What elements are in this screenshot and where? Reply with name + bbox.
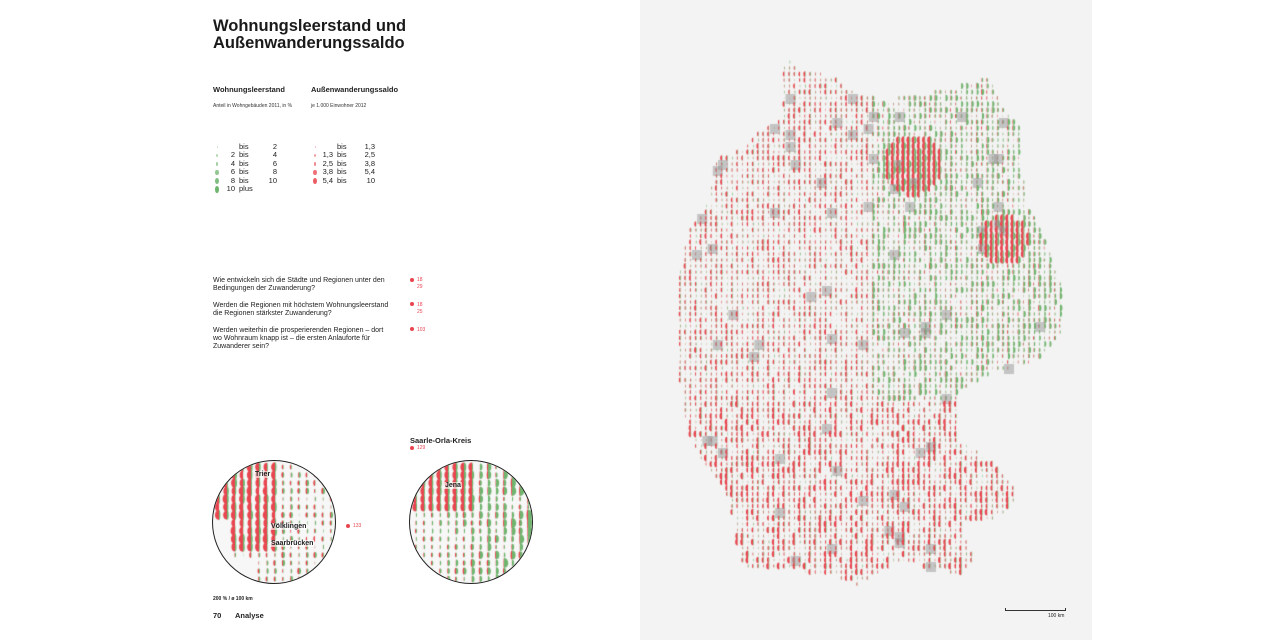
legend-from: 1,3 xyxy=(322,150,333,160)
legend-from: 5,4 xyxy=(322,175,333,185)
legend-marker-icon xyxy=(311,146,319,148)
legend-subtitle: je 1.000 Einwohner 2012 xyxy=(311,103,367,109)
legend-to: 5,4 xyxy=(364,167,375,177)
legend-row: bis 1,3 xyxy=(311,142,398,151)
legend-from: 10 xyxy=(226,183,235,193)
legend-sep: bis xyxy=(337,142,347,151)
legend-marker-icon xyxy=(311,169,319,175)
legend-row: 2,5 bis 3,8 xyxy=(311,158,398,168)
inset-dot-map xyxy=(213,461,335,583)
city-label: Saarbrücken xyxy=(270,540,315,547)
page-title: Wohnungsleerstand und Außenwanderungssal… xyxy=(213,17,407,52)
legend-sep: bis xyxy=(239,167,249,177)
question-text: Wie entwickeln sich die Städte und Regio… xyxy=(213,277,385,293)
scale-bar xyxy=(1005,608,1066,611)
legend-row: 8 bis 10 xyxy=(213,175,292,185)
legend-to: 10 xyxy=(366,175,375,185)
legend-to: 6 xyxy=(272,158,277,168)
legend-marker-icon xyxy=(213,177,221,184)
question-refs: 18 29 xyxy=(410,277,423,294)
legend-to: 2,5 xyxy=(364,150,375,160)
legend-sep: bis xyxy=(337,150,347,160)
legend-from: 8 xyxy=(230,175,235,185)
page-number: 70 xyxy=(213,611,222,620)
inset-jena: Jena xyxy=(409,460,533,584)
legend-heading: Außenwanderungssaldo xyxy=(311,85,399,94)
legend-to: 3,8 xyxy=(364,158,375,168)
inset-saarland: Trier Völklingen Saarbrücken xyxy=(212,460,336,584)
legend-marker-icon xyxy=(213,162,221,166)
legend-from: 3,8 xyxy=(322,167,333,177)
legend-row: 5,4 bis 10 xyxy=(311,175,398,185)
legend-from: 4 xyxy=(230,158,235,168)
section-name: Analyse xyxy=(235,611,264,620)
legend-to: 10 xyxy=(268,175,277,185)
question-refs: 103 xyxy=(410,327,425,352)
question-text: Werden weiterhin die prosperierenden Reg… xyxy=(213,326,384,351)
legend-row: bis 2 xyxy=(213,142,292,151)
inset-ref: 129 xyxy=(410,445,425,452)
legend-sep: plus xyxy=(239,183,253,193)
legend-from: 2,5 xyxy=(322,158,333,168)
inset-dot-map xyxy=(410,461,532,583)
question-item: Wie entwickeln sich die Städte und Regio… xyxy=(213,277,425,294)
question-refs: 18 25 xyxy=(410,302,423,319)
legend-heading: Wohnungsleerstand xyxy=(213,85,285,94)
inset-ref: 133 xyxy=(346,523,361,530)
legend-to: 4 xyxy=(272,150,277,160)
legend-sep: bis xyxy=(239,175,249,185)
legend-to: 2 xyxy=(272,142,277,151)
legend-marker-icon xyxy=(213,154,221,157)
legend-row: 4 bis 6 xyxy=(213,158,292,168)
legend-row: 3,8 bis 5,4 xyxy=(311,167,398,177)
legend-vacancy: Wohnungsleerstand Anteil in Wohngebäuden… xyxy=(213,85,292,193)
scale-note: 200 % / ø 100 km xyxy=(213,596,253,602)
questions: Wie entwickeln sich die Städte und Regio… xyxy=(213,277,425,360)
legend-from: 2 xyxy=(230,150,235,160)
legend-row: 1,3 bis 2,5 xyxy=(311,150,398,160)
legend-from: 6 xyxy=(230,167,235,177)
legend-row: 2 bis 4 xyxy=(213,150,292,160)
legend-marker-icon xyxy=(311,177,319,184)
germany-dot-map xyxy=(640,0,1092,640)
scale-bar-label: 100 km xyxy=(1048,613,1065,619)
city-label: Trier xyxy=(254,471,272,478)
legend-subtitle: Anteil in Wohngebäuden 2011, in % xyxy=(213,103,293,109)
inset-title: Saarle-Orla-Kreis xyxy=(410,436,472,445)
legend-marker-icon xyxy=(213,146,221,148)
page-ref[interactable]: 29 xyxy=(417,284,423,290)
legend-marker-icon xyxy=(213,185,221,193)
city-label: Völklingen xyxy=(270,523,308,530)
question-item: Werden weiterhin die prosperierenden Reg… xyxy=(213,327,425,352)
legend-sep: bis xyxy=(239,150,249,160)
legend-sep: bis xyxy=(337,158,347,168)
legend-sep: bis xyxy=(337,167,347,177)
question-text: Werden die Regionen mit höchstem Wohnung… xyxy=(213,301,389,318)
city-label: Jena xyxy=(444,482,462,489)
legend-marker-icon xyxy=(311,162,319,166)
page-ref[interactable]: 18 xyxy=(410,277,423,284)
legend-to: 8 xyxy=(272,167,277,177)
legend-row: 6 bis 8 xyxy=(213,167,292,177)
question-item: Werden die Regionen mit höchstem Wohnung… xyxy=(213,302,425,319)
page-ref[interactable]: 103 xyxy=(410,327,425,334)
page-ref[interactable]: 18 xyxy=(410,302,423,309)
legend-marker-icon xyxy=(213,169,221,175)
legend-sep: bis xyxy=(239,158,249,168)
legend-migration: Außenwanderungssaldo je 1.000 Einwohner … xyxy=(311,85,398,185)
legend-row: 10 plus xyxy=(213,183,292,193)
legend-sep: bis xyxy=(337,175,347,185)
legend-marker-icon xyxy=(311,154,319,157)
legend-sep: bis xyxy=(239,142,249,151)
legend-to: 1,3 xyxy=(364,142,375,151)
page-ref[interactable]: 25 xyxy=(417,308,423,315)
